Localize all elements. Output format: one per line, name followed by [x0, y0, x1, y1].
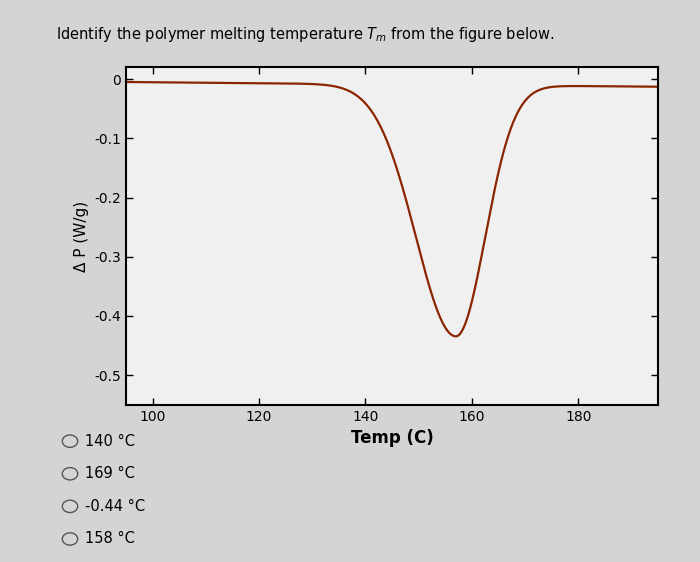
X-axis label: Temp (C): Temp (C) [351, 429, 433, 447]
Text: 140 °C: 140 °C [85, 434, 135, 448]
Text: -0.44 °C: -0.44 °C [85, 499, 146, 514]
Text: 169 °C: 169 °C [85, 466, 135, 481]
Text: Identify the polymer melting temperature $T_m$ from the figure below.: Identify the polymer melting temperature… [56, 25, 554, 44]
Text: 158 °C: 158 °C [85, 532, 135, 546]
Y-axis label: Δ P (W/g): Δ P (W/g) [74, 201, 89, 271]
